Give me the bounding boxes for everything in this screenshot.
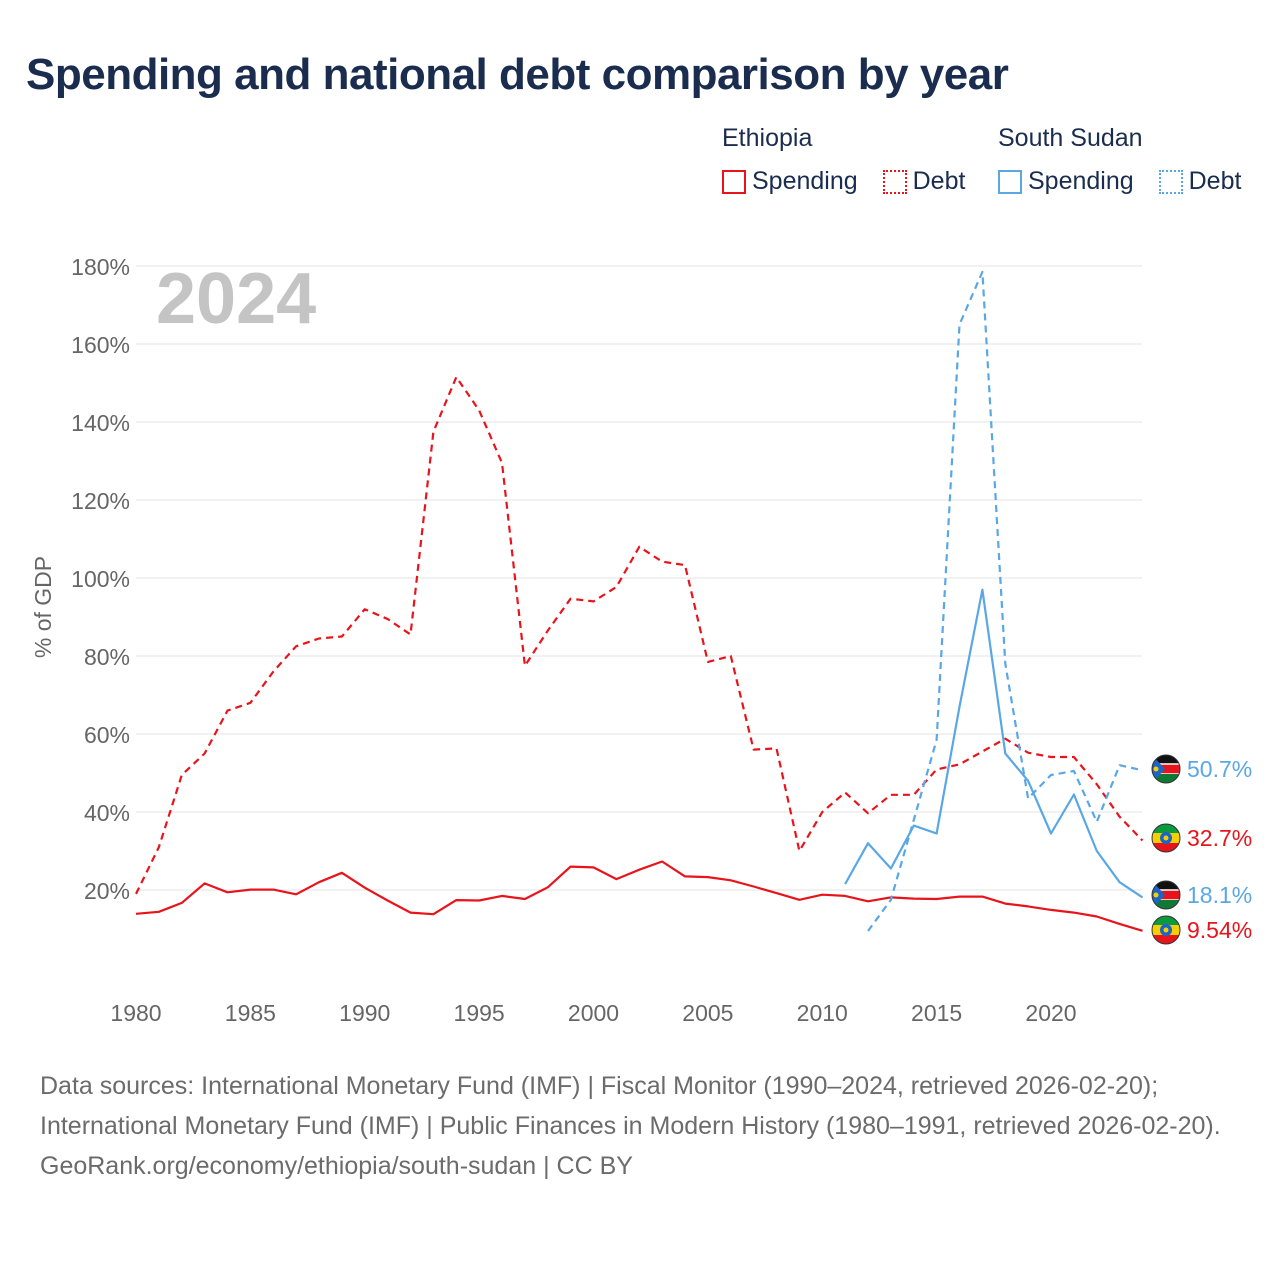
x-tick-label: 2000	[568, 1000, 619, 1026]
x-tick-label: 2010	[797, 1000, 848, 1026]
y-tick-label: 180%	[71, 254, 130, 280]
ethiopia-debt-line[interactable]	[135, 376, 1144, 895]
legend-swatch-solid-red	[722, 169, 746, 194]
y-tick-label: 120%	[71, 488, 130, 514]
legend-south-sudan: South Sudan Spending Debt	[998, 124, 1241, 201]
legend-label: Debt	[912, 167, 966, 195]
legend-south-sudan-title: South Sudan	[998, 124, 1143, 152]
x-tick-label: 1985	[225, 1000, 276, 1026]
y-tick-label: 140%	[71, 410, 130, 436]
data-sources: Data sources: International Monetary Fun…	[40, 1072, 1221, 1140]
y-tick-label: 100%	[71, 566, 130, 592]
y-tick-label: 20%	[84, 878, 130, 904]
y-tick-label: 60%	[84, 722, 130, 748]
x-tick-label: 2005	[682, 1000, 733, 1026]
line-chart: 20% 40% 60% 80% 100% 120% 140% 160% 180% 1980 1985…	[30, 254, 1252, 1026]
x-tick-label: 1980	[110, 1000, 161, 1026]
y-axis-label: % of GDP	[30, 556, 56, 658]
south-sudan-flag-icon	[1152, 881, 1180, 909]
x-tick-label: 2015	[911, 1000, 962, 1026]
y-tick-label: 160%	[71, 332, 130, 358]
legend-label: Spending	[752, 167, 858, 195]
ethiopia-flag-icon	[1152, 824, 1180, 852]
legend-swatch-dotted-red	[882, 169, 907, 194]
chart-title: Spending and national debt comparison by…	[26, 50, 1009, 99]
south-sudan-spending-line[interactable]	[844, 588, 1144, 899]
x-tick-label: 2020	[1025, 1000, 1076, 1026]
ethiopia-debt-end-label: 32.7%	[1187, 825, 1252, 851]
legend-label: Debt	[1188, 167, 1242, 195]
south-sudan-debt-end-label: 50.7%	[1187, 756, 1252, 782]
ethiopia-spending-line[interactable]	[135, 860, 1143, 932]
x-tick-label: 1990	[339, 1000, 390, 1026]
legend-ethiopia: Ethiopia Spending Debt	[722, 124, 965, 201]
ethiopia-spending-end-label: 9.54%	[1187, 917, 1252, 943]
footer: Data sources: International Monetary Fun…	[40, 1066, 1240, 1186]
legend-label: Spending	[1028, 167, 1134, 195]
legend-ethiopia-spending[interactable]: Spending	[722, 167, 858, 196]
legend-south-sudan-debt[interactable]: Debt	[1158, 167, 1242, 196]
legend-south-sudan-spending[interactable]: Spending	[998, 167, 1134, 196]
legend-swatch-solid-blue	[998, 169, 1022, 194]
y-tick-label: 80%	[84, 644, 130, 670]
legend-swatch-dotted-blue	[1158, 169, 1183, 194]
legend-ethiopia-debt[interactable]: Debt	[882, 167, 966, 196]
year-watermark: 2024	[156, 259, 316, 339]
legend-ethiopia-title: Ethiopia	[722, 124, 813, 152]
south-sudan-debt-line[interactable]	[867, 270, 1143, 932]
x-tick-label: 1995	[454, 1000, 505, 1026]
credit-link[interactable]: GeoRank.org/economy/ethiopia/south-sudan…	[40, 1152, 633, 1180]
y-tick-label: 40%	[84, 800, 130, 826]
south-sudan-flag-icon	[1152, 755, 1180, 783]
south-sudan-spending-end-label: 18.1%	[1187, 882, 1252, 908]
ethiopia-flag-icon	[1152, 916, 1180, 944]
